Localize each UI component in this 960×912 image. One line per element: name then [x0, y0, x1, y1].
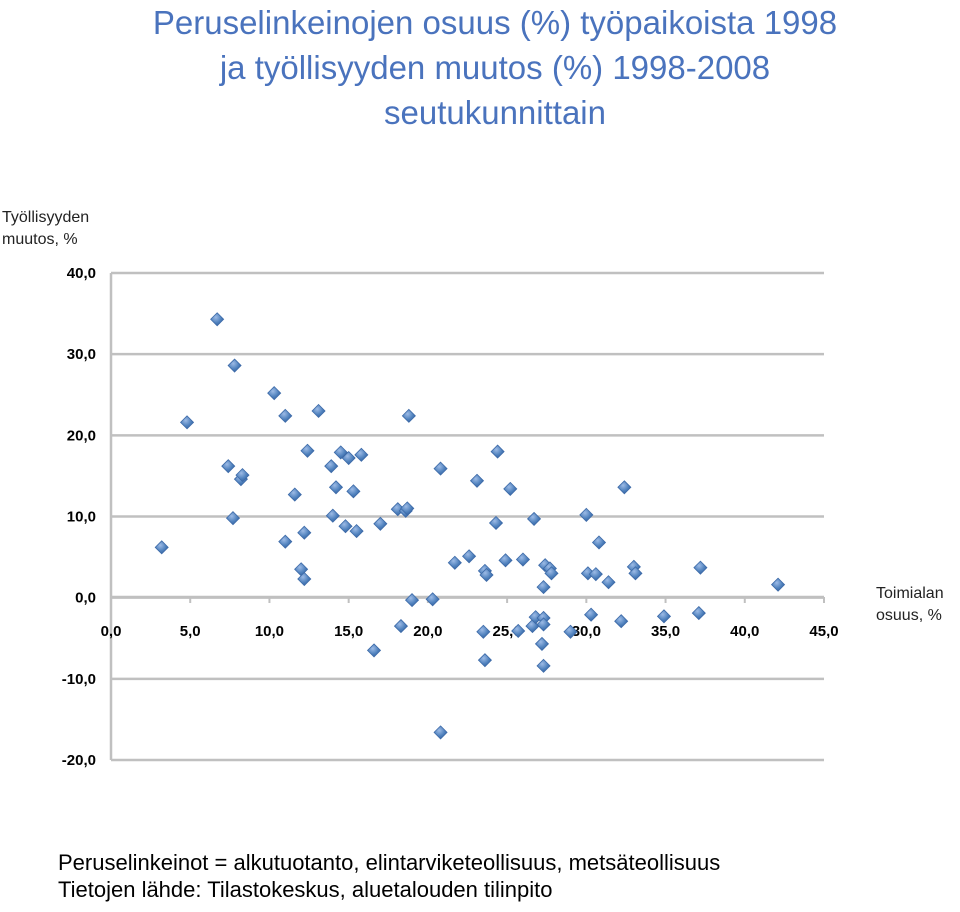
y-tick-label: -10,0 — [62, 671, 96, 688]
x-tick-label: 45,0 — [809, 623, 838, 640]
y-axis-label-line-1: Työllisyyden — [2, 209, 90, 226]
data-point — [579, 507, 594, 522]
x-axis-label: Toimialan osuus, % — [876, 583, 944, 627]
x-tick-label: 5,0 — [180, 623, 201, 640]
data-point — [338, 519, 353, 534]
data-point — [341, 450, 356, 466]
data-point — [154, 540, 169, 555]
data-point — [536, 658, 551, 673]
data-point — [210, 312, 225, 327]
y-tick-label: -20,0 — [62, 752, 96, 769]
data-point — [588, 567, 603, 582]
data-point — [617, 480, 632, 495]
data-point — [591, 535, 607, 550]
footnote-source: Tietojen lähde: Tilastokeskus, aluetalou… — [58, 877, 553, 902]
x-tick-label: 40,0 — [730, 623, 759, 640]
data-point — [691, 606, 706, 621]
y-tick-label: 40,0 — [67, 265, 96, 282]
x-tick-label: 10,0 — [255, 623, 284, 640]
x-tick-label: 25,0 — [493, 623, 522, 640]
data-point — [536, 580, 551, 595]
data-point — [479, 567, 494, 583]
data-point — [328, 480, 344, 495]
y-axis-label-line-2: muutos, % — [2, 231, 78, 248]
data-point — [179, 415, 195, 430]
data-point — [536, 617, 551, 632]
chart-title-line-3: seutukunnittain — [384, 94, 606, 131]
data-point — [447, 555, 462, 570]
data-point — [324, 459, 339, 474]
data-point — [333, 445, 348, 460]
data-point — [278, 408, 293, 423]
data-point — [354, 447, 369, 462]
data-point — [488, 515, 504, 531]
footnotes: Peruselinkeinot = alkutuotanto, elintarv… — [58, 849, 720, 903]
data-point — [278, 534, 293, 549]
data-point — [325, 508, 340, 523]
x-axis-label-line-1: Toimialan — [876, 585, 944, 602]
x-tick-label: 0,0 — [101, 623, 122, 640]
data-point — [526, 511, 542, 527]
data-point — [433, 725, 448, 740]
data-point — [503, 481, 518, 496]
data-point — [267, 386, 282, 401]
chart-title-line-1: Peruselinkeinojen osuus (%) työpaikoista… — [152, 4, 838, 41]
chart-title-line-2: ja työllisyyden muutos (%) 1998-2008 — [219, 49, 771, 86]
data-point — [469, 473, 485, 488]
data-point — [498, 553, 513, 568]
data-point — [401, 408, 416, 423]
data-point — [614, 614, 629, 629]
y-tick-label: 10,0 — [67, 509, 96, 526]
data-point — [400, 501, 415, 516]
x-tick-label: 30,0 — [572, 623, 601, 640]
data-point — [311, 403, 326, 419]
data-point — [393, 619, 409, 634]
y-tick-label: 20,0 — [67, 427, 96, 444]
data-point — [300, 443, 315, 458]
x-tick-label: 35,0 — [651, 623, 680, 640]
data-point — [227, 358, 242, 373]
y-tick-label: 30,0 — [67, 346, 96, 363]
data-point — [534, 636, 550, 651]
data-points — [154, 312, 786, 740]
x-axis-label-line-2: osuus, % — [876, 607, 942, 624]
data-point — [433, 461, 448, 476]
data-point — [366, 643, 382, 658]
footnote-definition: Peruselinkeinot = alkutuotanto, elintarv… — [58, 850, 721, 875]
data-point — [476, 624, 491, 639]
data-point — [225, 511, 241, 526]
y-tick-label: 0,0 — [75, 590, 96, 607]
data-point — [584, 607, 599, 622]
data-point — [297, 571, 312, 587]
data-point — [515, 552, 531, 567]
data-point — [544, 566, 559, 581]
data-point — [373, 516, 388, 531]
data-point — [601, 575, 616, 590]
data-point — [462, 549, 477, 564]
data-point — [297, 525, 312, 540]
data-point — [511, 623, 526, 639]
data-point — [628, 566, 643, 581]
data-point — [287, 487, 302, 502]
data-point — [563, 624, 578, 639]
data-point — [693, 560, 708, 575]
data-point — [477, 653, 492, 668]
gridlines — [111, 271, 824, 762]
data-point — [221, 459, 236, 474]
chart-title: Peruselinkeinojen osuus (%) työpaikoista… — [60, 0, 930, 135]
data-point — [770, 577, 786, 592]
data-point — [404, 593, 420, 608]
data-point — [235, 468, 250, 483]
data-point — [656, 609, 672, 624]
y-axis-label: Työllisyyden muutos, % — [2, 207, 89, 251]
x-tick-label: 20,0 — [413, 623, 442, 640]
x-tick-label: 15,0 — [334, 623, 363, 640]
data-point — [346, 484, 361, 499]
data-point — [349, 524, 364, 539]
tick-labels: 40,0 30,0 20,0 10,0 0,0 -10,0 -20,0 0,0 5,0 10,0 1… — [62, 265, 839, 769]
data-point — [425, 592, 440, 607]
data-point — [490, 444, 505, 459]
